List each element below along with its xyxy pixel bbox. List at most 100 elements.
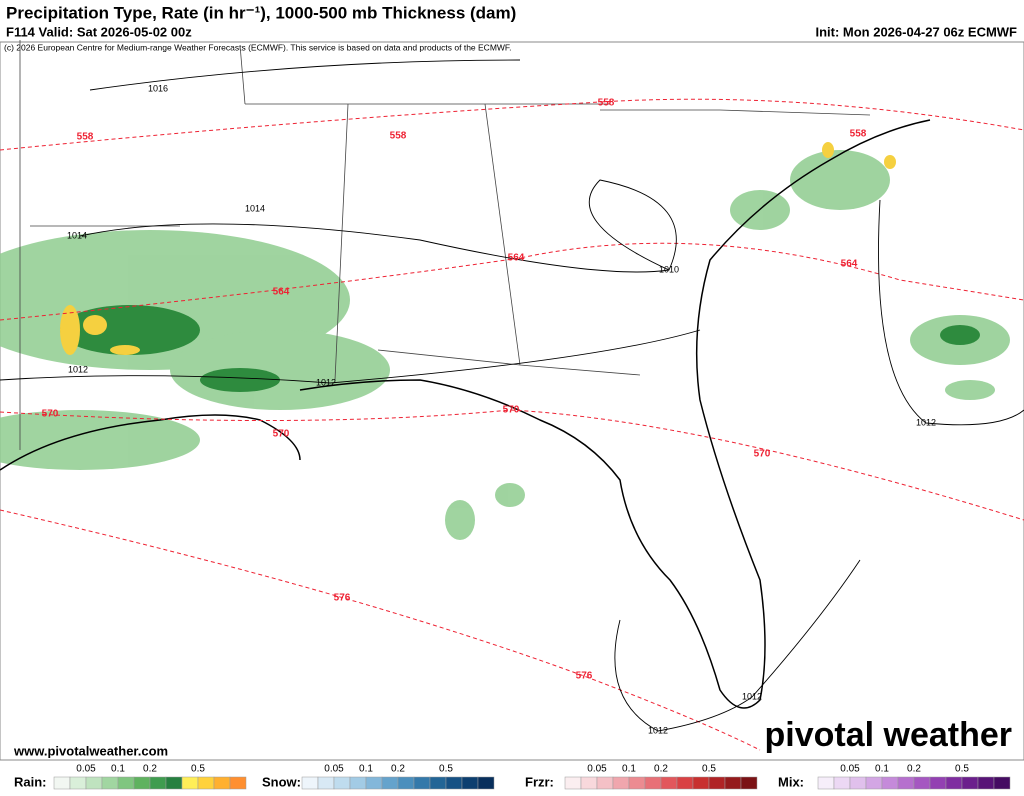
legend-swatch <box>229 776 247 790</box>
thickness-label: 570 <box>42 409 59 420</box>
pressure-label: 1012 <box>68 364 88 374</box>
pressure-label: 1014 <box>67 230 87 240</box>
legend-swatch <box>596 776 614 790</box>
legend-tick: 0.5 <box>702 764 716 775</box>
legend-tick: 0.05 <box>840 764 860 775</box>
legend-swatch <box>945 776 963 790</box>
map-frame <box>0 41 1024 761</box>
legend-swatch <box>628 776 646 790</box>
precip-yellow <box>60 142 896 355</box>
legend-swatch <box>165 776 183 790</box>
legend-swatch <box>708 776 726 790</box>
legend-tick: 0.2 <box>907 764 921 775</box>
legend-tick: 0.5 <box>191 764 205 775</box>
legend-swatch <box>724 776 742 790</box>
legend-name: Mix: <box>778 774 804 789</box>
thickness-label: 558 <box>598 98 615 109</box>
legend-tick: 0.05 <box>324 764 344 775</box>
thickness-label: 558 <box>850 129 867 140</box>
legend-swatch <box>660 776 678 790</box>
legend-swatch <box>69 776 87 790</box>
legend-swatch <box>429 776 447 790</box>
thickness-label: 576 <box>334 593 351 604</box>
legend-swatch <box>477 776 495 790</box>
isobars <box>0 59 1024 732</box>
thickness-label: 558 <box>77 132 94 143</box>
title: Precipitation Type, Rate (in hr⁻¹), 1000… <box>6 3 516 22</box>
legend-swatch <box>301 776 319 790</box>
legend-tick: 0.1 <box>111 764 125 775</box>
legend-swatch <box>993 776 1011 790</box>
legend-tick: 0.5 <box>439 764 453 775</box>
legend-swatch <box>381 776 399 790</box>
legend-tick: 0.05 <box>76 764 96 775</box>
legend-tick: 0.1 <box>622 764 636 775</box>
legend-swatch <box>676 776 694 790</box>
legend-swatch <box>612 776 630 790</box>
pressure-label: 1012 <box>916 417 936 427</box>
legend-swatch <box>564 776 582 790</box>
brand: pivotal weather <box>764 716 1012 754</box>
legend-swatch <box>817 776 835 790</box>
coastline <box>0 119 931 709</box>
pressure-label: 1012 <box>742 691 762 701</box>
legend-swatch <box>85 776 103 790</box>
legend-swatch <box>413 776 431 790</box>
thickness-label: 564 <box>273 287 290 298</box>
thickness-label: 570 <box>754 449 771 460</box>
credit: (c) 2026 European Centre for Medium-rang… <box>4 42 512 52</box>
thickness-label: 558 <box>390 131 407 142</box>
legend-swatch <box>580 776 598 790</box>
pressure-label: 1016 <box>148 83 168 93</box>
legend-tick: 0.1 <box>359 764 373 775</box>
legend-swatch <box>644 776 662 790</box>
pressure-label: 1010 <box>659 264 679 274</box>
legend-swatch <box>133 776 151 790</box>
legend-swatch <box>740 776 758 790</box>
legend-swatch <box>849 776 867 790</box>
legend-tick: 0.05 <box>587 764 607 775</box>
legend-tick: 0.2 <box>143 764 157 775</box>
legend-swatch <box>349 776 367 790</box>
thickness-label: 564 <box>508 253 525 264</box>
legend-swatch <box>865 776 883 790</box>
legend-swatch <box>53 776 71 790</box>
legend-tick: 0.5 <box>955 764 969 775</box>
legend-swatch <box>333 776 351 790</box>
legend-swatch <box>317 776 335 790</box>
legend-tick: 0.1 <box>875 764 889 775</box>
legend-swatch <box>181 776 199 790</box>
thickness-label: 564 <box>841 259 858 270</box>
legend-swatch <box>197 776 215 790</box>
legend-name: Snow: <box>262 774 301 789</box>
legend-swatch <box>929 776 947 790</box>
site-url: www.pivotalweather.com <box>13 743 168 758</box>
legend-swatch <box>365 776 383 790</box>
thickness-label: 576 <box>576 671 593 682</box>
thickness-lines <box>0 98 1024 751</box>
legend-swatch <box>692 776 710 790</box>
legend-swatch <box>149 776 167 790</box>
legend-tick: 0.2 <box>654 764 668 775</box>
pressure-label: 1012 <box>648 725 668 735</box>
init-time: Init: Mon 2026-04-27 06z ECMWF <box>815 24 1017 39</box>
legend-swatch <box>461 776 479 790</box>
legend-name: Frzr: <box>525 774 554 789</box>
legend-swatch <box>961 776 979 790</box>
legend-swatch <box>881 776 899 790</box>
legend-swatch <box>117 776 135 790</box>
valid-time: F114 Valid: Sat 2026-05-02 00z <box>6 24 192 39</box>
legend-swatch <box>977 776 995 790</box>
legend-swatch <box>833 776 851 790</box>
legend-swatch <box>213 776 231 790</box>
thickness-label: 570 <box>503 405 520 416</box>
legend-swatch <box>913 776 931 790</box>
legend-swatch <box>445 776 463 790</box>
pressure-label: 1012 <box>316 377 336 387</box>
borders <box>19 40 871 450</box>
legend-name: Rain: <box>14 774 47 789</box>
thickness-label: 570 <box>273 429 290 440</box>
pressure-label: 1014 <box>245 203 265 213</box>
legend-swatch <box>101 776 119 790</box>
